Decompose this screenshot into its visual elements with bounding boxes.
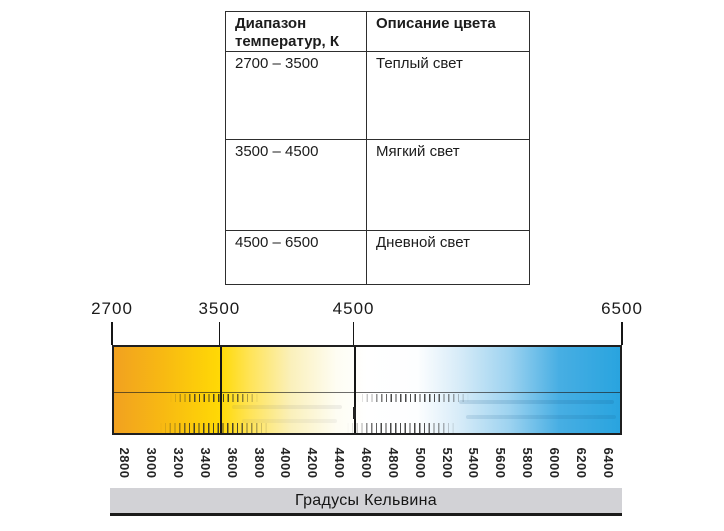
scale-tick <box>621 322 623 345</box>
temp-range-cell: 4500 – 6500 <box>225 230 367 285</box>
kelvin-tick-label: 4400 <box>332 447 348 479</box>
kelvin-caption-bar: Градусы Кельвина <box>110 488 622 516</box>
kelvin-tick-label: 3200 <box>171 447 187 479</box>
texture-streak <box>232 405 342 409</box>
kelvin-tick-label: 5800 <box>520 447 536 479</box>
tick-comb <box>357 394 470 402</box>
kelvin-tick-label: 3400 <box>197 447 213 479</box>
header-color-description: Описание цвета <box>366 11 530 52</box>
color-description-cell: Дневной свет <box>366 230 530 285</box>
bar-divider-3500 <box>220 347 222 433</box>
table-row: 4500 – 6500 Дневной свет <box>225 230 530 285</box>
color-description-cell: Теплый свет <box>366 51 530 140</box>
tick-comb <box>347 423 457 433</box>
header-temp-range: Диапазон температур, К <box>225 11 367 52</box>
tick-comb <box>170 394 260 402</box>
scale-top-label: 3500 <box>198 299 241 318</box>
kelvin-tick-label: 4000 <box>278 447 294 479</box>
temp-range-cell: 3500 – 4500 <box>225 139 367 231</box>
kelvin-tick-label: 4200 <box>305 447 321 479</box>
scale-tick <box>111 322 113 345</box>
texture-streak <box>242 419 337 423</box>
texture-streak <box>459 400 614 404</box>
scale-tick <box>352 322 355 345</box>
kelvin-tick-label: 6000 <box>546 447 562 479</box>
scale-top-label: 6500 <box>601 299 643 318</box>
kelvin-tick-label: 4600 <box>359 447 374 479</box>
tick-comb <box>160 423 270 433</box>
table-row: 3500 – 4500 Мягкий свет <box>225 139 530 231</box>
kelvin-tick-label: 3000 <box>144 447 160 479</box>
scale-top-label: 4500 <box>332 299 375 318</box>
texture-streak <box>466 415 616 419</box>
color-description-cell: Мягкий свет <box>366 139 530 231</box>
table-row: 2700 – 3500 Теплый свет <box>225 51 530 140</box>
kelvin-tick-label: 6200 <box>573 447 589 479</box>
color-temperature-gradient-bar <box>112 345 622 435</box>
kelvin-tick-label: 5600 <box>493 447 509 479</box>
scale-top-label: 2700 <box>91 299 133 318</box>
kelvin-tick-label: 2800 <box>117 447 133 479</box>
kelvin-tick-label: 5000 <box>412 447 428 479</box>
bar-mark <box>353 407 356 419</box>
kelvin-tick-label: 6400 <box>600 447 616 479</box>
temperature-table: Диапазон температур, К Описание цвета 27… <box>225 11 530 285</box>
kelvin-tick-label: 5200 <box>439 447 455 479</box>
kelvin-tick-label: 4800 <box>385 447 401 479</box>
kelvin-tick-label: 3800 <box>251 447 267 479</box>
temp-range-cell: 2700 – 3500 <box>225 51 367 140</box>
bar-divider-4500 <box>354 347 356 433</box>
kelvin-caption: Градусы Кельвина <box>295 491 437 509</box>
kelvin-tick-label: 3600 <box>224 447 240 479</box>
bar-midline <box>114 392 620 394</box>
table-header-row: Диапазон температур, К Описание цвета <box>225 11 530 52</box>
kelvin-tick-label: 5400 <box>466 447 482 479</box>
scale-tick <box>218 322 221 345</box>
